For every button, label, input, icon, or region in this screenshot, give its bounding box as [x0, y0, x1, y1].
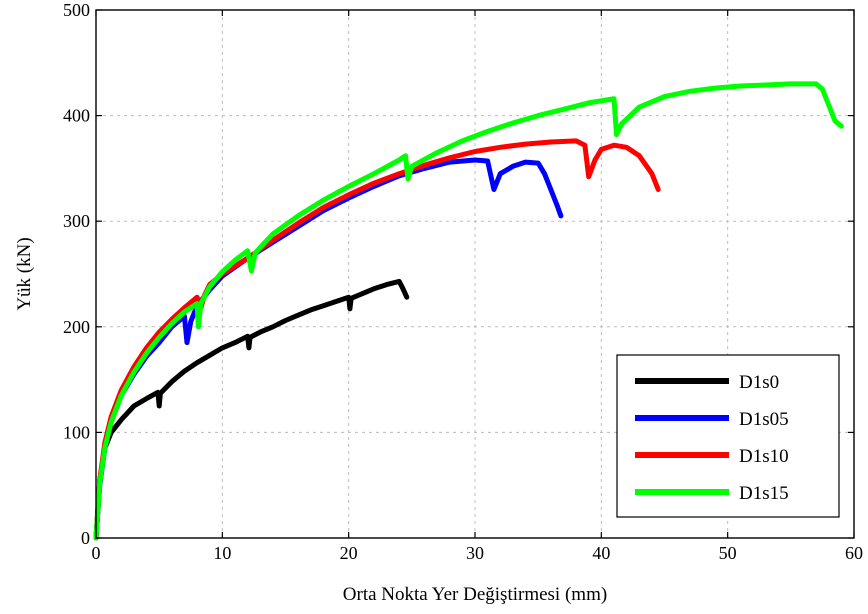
x-tick-label: 30 — [466, 543, 484, 563]
axis-ticks: 0 10 20 30 40 50 60 0 100 200 300 400 500 — [63, 0, 863, 563]
x-axis-label: Orta Nokta Yer Değiştirmesi (mm) — [343, 584, 607, 605]
legend-label-d1s15: D1s15 — [739, 483, 789, 504]
x-tick-label: 40 — [592, 543, 610, 563]
series-line-d1s0 — [93, 278, 410, 541]
y-tick-label: 100 — [63, 422, 90, 442]
y-tick-label: 0 — [81, 528, 90, 548]
series-line-d1s10 — [93, 138, 661, 541]
y-tick-label: 400 — [63, 106, 90, 126]
y-axis-label: Yük (kN) — [14, 237, 35, 310]
y-tick-label: 300 — [63, 211, 90, 231]
legend-label-d1s0: D1s0 — [739, 372, 779, 393]
legend-label-d1s10: D1s10 — [739, 446, 789, 467]
x-tick-label: 0 — [92, 543, 101, 563]
x-tick-label: 20 — [340, 543, 358, 563]
series-line-d1s15 — [93, 81, 844, 541]
series-lines — [93, 81, 844, 541]
x-tick-label: 60 — [845, 543, 863, 563]
x-tick-label: 50 — [719, 543, 737, 563]
legend-label-d1s05: D1s05 — [739, 409, 789, 430]
y-tick-label: 200 — [63, 317, 90, 337]
x-tick-label: 10 — [213, 543, 231, 563]
legend: D1s0 D1s05 D1s10 D1s15 — [616, 354, 840, 518]
y-tick-label: 500 — [63, 0, 90, 20]
